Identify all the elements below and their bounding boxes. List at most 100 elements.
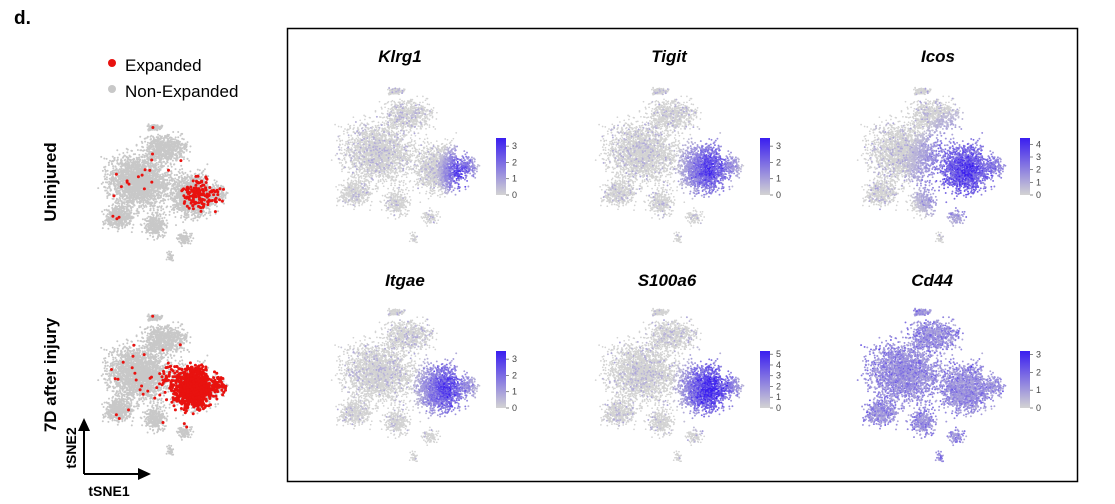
data-point [135,180,137,182]
data-point [153,199,155,201]
data-point [97,187,99,189]
data-point [144,155,146,157]
data-point [129,167,131,169]
data-point [173,157,175,159]
data-point [155,126,157,128]
data-point [168,144,170,146]
data-point [126,200,128,202]
data-point [117,182,119,184]
data-point [127,197,129,199]
data-point [183,156,185,158]
data-point [147,198,149,200]
data-point [152,136,154,138]
data-point [117,179,119,181]
data-point [174,178,176,180]
data-point [155,173,157,175]
data-point [110,188,112,190]
data-point [156,129,158,131]
data-point [146,185,148,187]
data-point [123,176,125,178]
data-point [169,174,171,176]
data-point [140,172,142,174]
data-point [139,149,141,151]
data-point [108,194,110,196]
data-point [150,145,152,147]
data-point [149,186,151,188]
data-point [171,143,173,145]
data-point [125,185,127,187]
data-point [157,179,159,181]
data-point [112,156,114,158]
data-point [157,148,159,150]
data-point [181,151,183,153]
data-point [164,144,166,146]
data-point [162,153,164,155]
data-point [157,190,159,192]
data-point [126,168,128,170]
data-point [145,199,147,201]
data-point [133,158,135,160]
data-point [121,180,123,182]
data-point [124,165,126,167]
tsne2-arrow-icon [78,418,90,431]
data-point [190,145,192,147]
data-point [154,167,156,169]
data-point [116,149,118,151]
data-point [119,168,121,170]
data-point [119,194,121,196]
data-point [177,156,179,158]
data-point [128,173,130,175]
data-point [175,168,177,170]
data-point [178,141,180,143]
data-point [150,208,152,210]
data-point [121,160,123,162]
data-point [117,170,119,172]
data-point [119,180,121,182]
data-point [153,147,155,149]
data-point [124,163,126,165]
data-point [149,126,151,128]
data-point [158,169,160,171]
data-point [149,209,151,211]
data-point [108,164,110,166]
data-point [147,159,149,161]
data-point [162,148,164,150]
data-point [165,141,167,143]
data-point [137,149,139,151]
data-point [142,156,144,158]
data-point [126,189,128,191]
data-point [113,198,115,200]
data-point [130,188,132,190]
data-point [154,150,156,152]
data-point [173,164,175,166]
data-point [160,195,162,197]
data-point [117,157,119,159]
row-label-uninjured: Uninjured [41,142,60,221]
data-point [131,191,133,193]
data-point [167,161,169,163]
data-point [168,177,170,179]
data-point [159,153,161,155]
data-point [159,181,161,183]
tsne1-arrow-icon [138,468,151,480]
data-point [157,153,159,155]
data-point [162,184,164,186]
data-point [142,177,144,179]
feature-title-icos: Icos [921,47,955,66]
data-point [174,149,176,151]
data-point [126,172,128,174]
data-point [160,192,162,194]
data-point [114,201,116,203]
data-point [143,149,145,151]
data-point [183,158,185,160]
data-point [103,166,105,168]
data-point [106,176,108,178]
data-point [117,184,119,186]
data-point [152,184,154,186]
data-point [142,197,144,199]
data-point [127,149,129,151]
feature-title-cd44: Cd44 [911,271,953,290]
data-point [106,158,108,160]
data-point [167,138,169,140]
data-point [159,188,161,190]
